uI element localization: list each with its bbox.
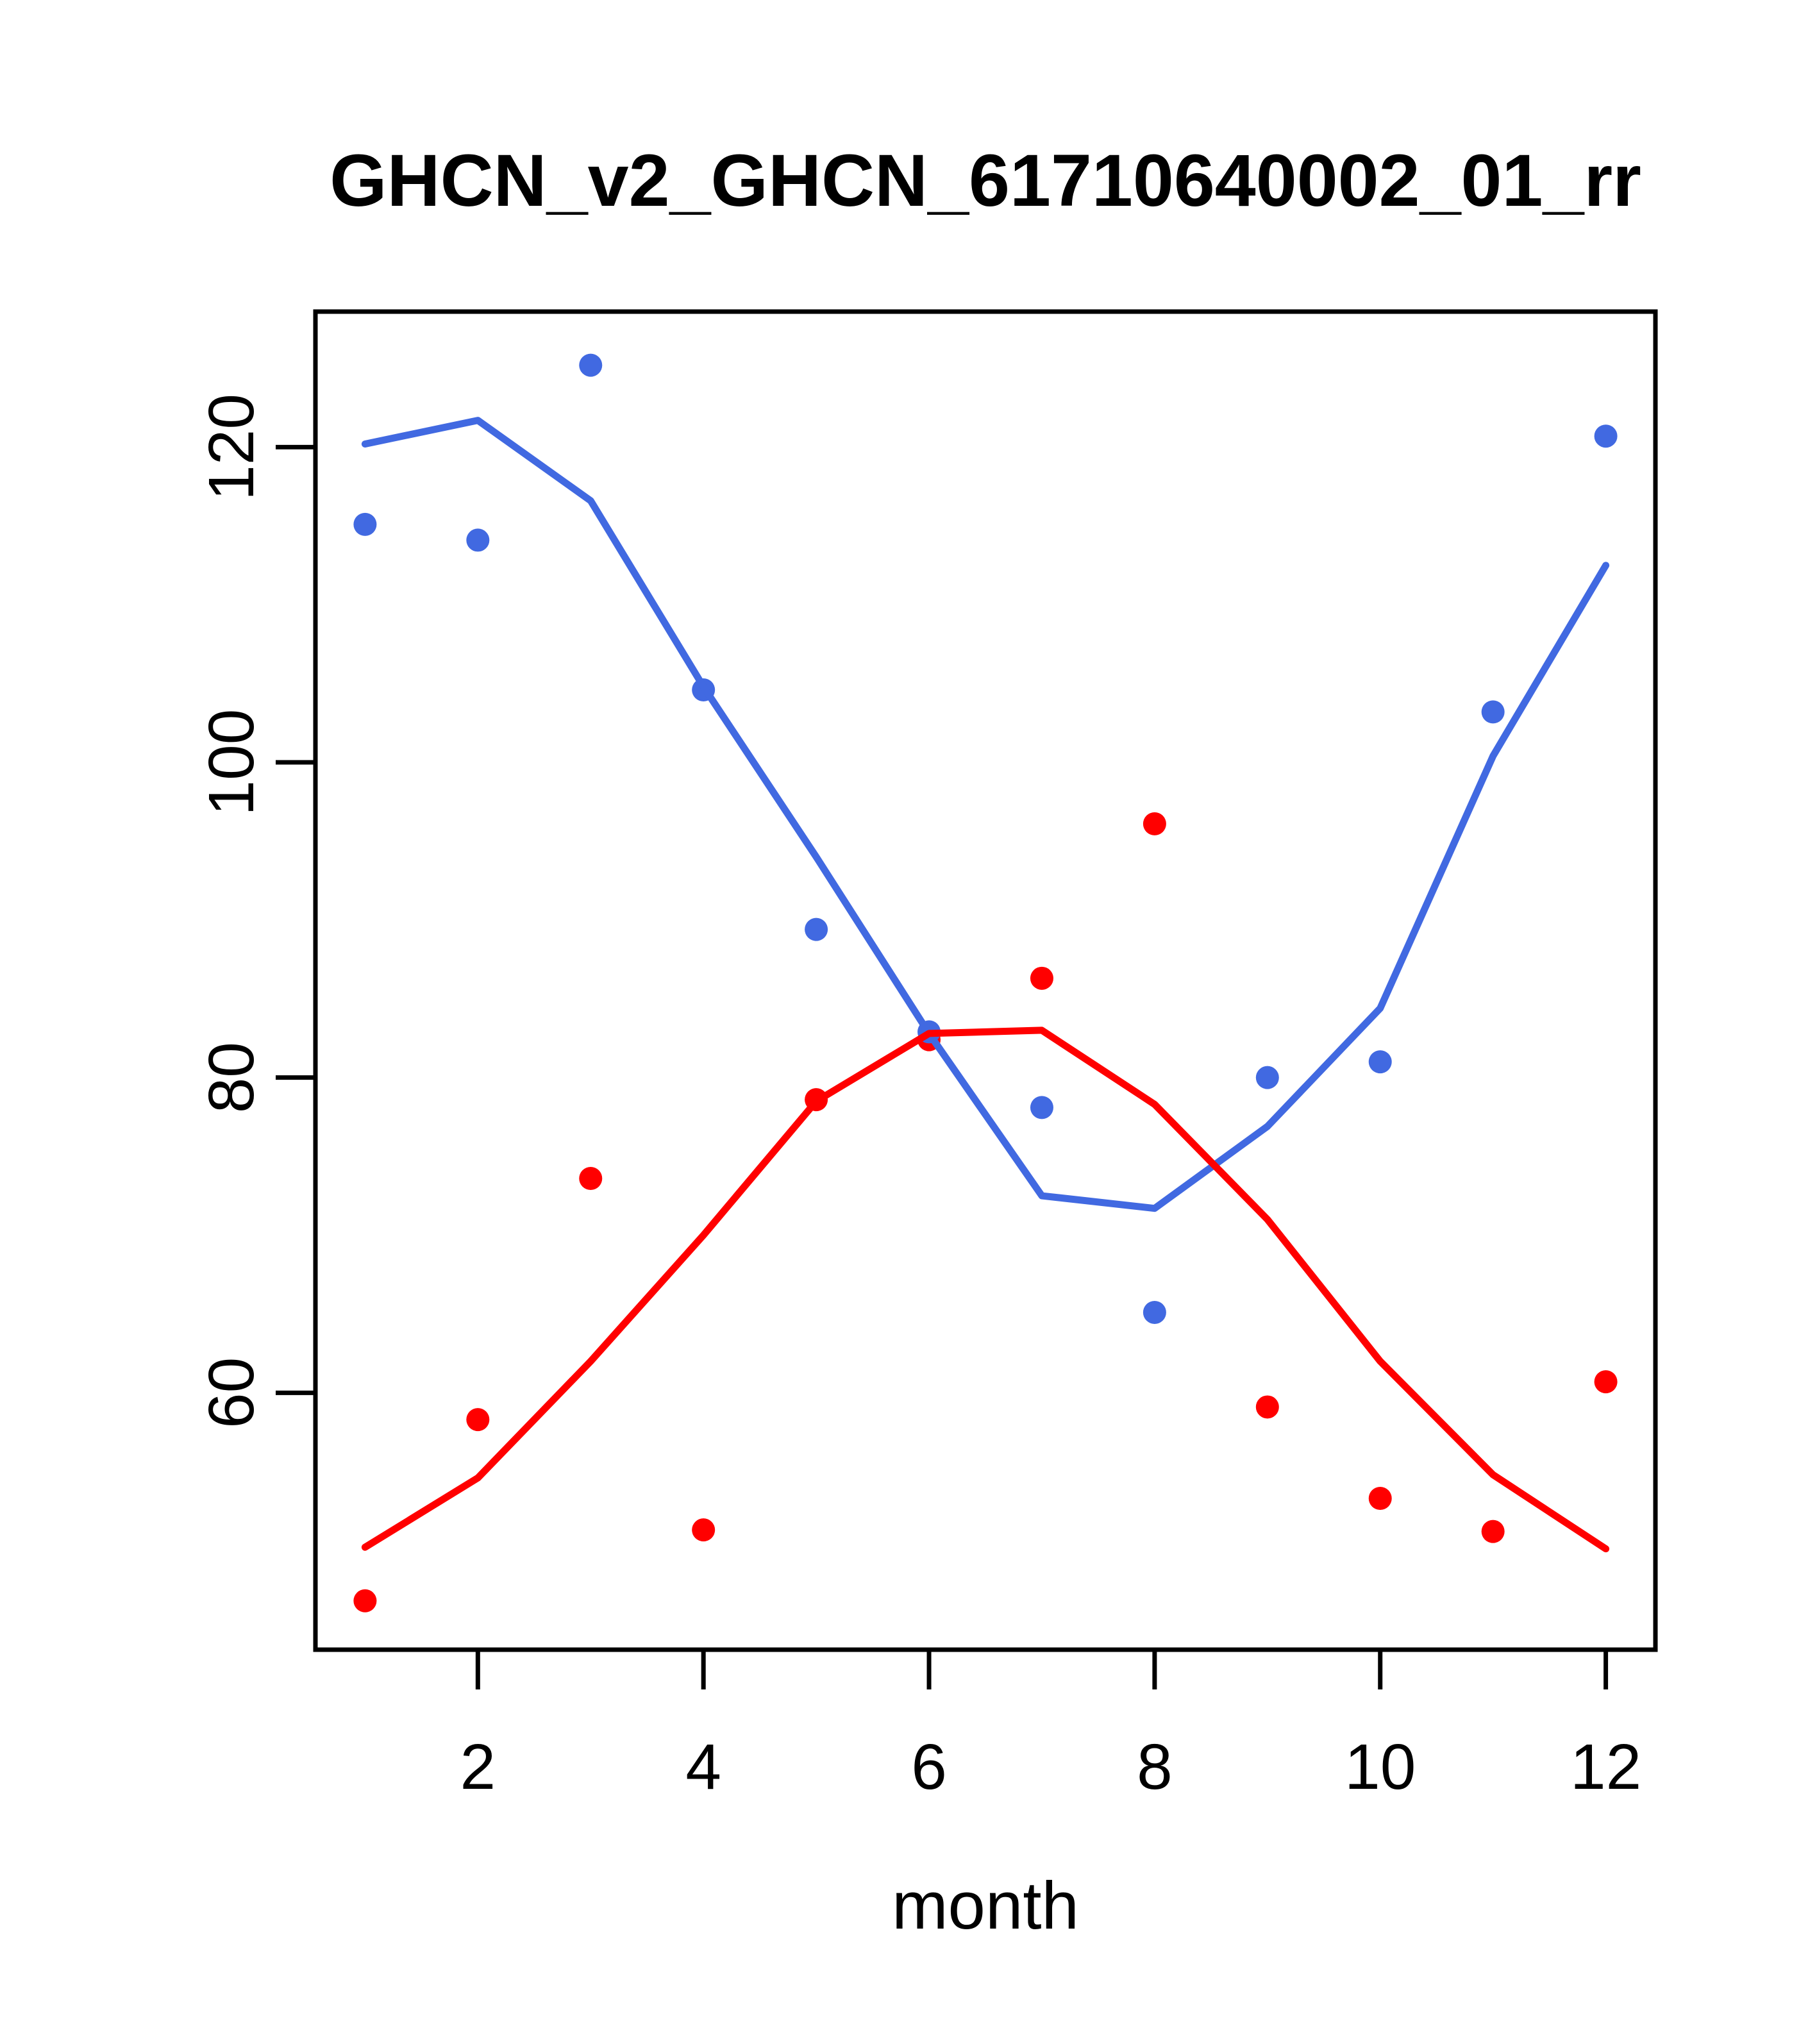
red-observations-marker: [353, 1589, 377, 1613]
blue-observations-marker: [353, 512, 377, 536]
x-tick-label: 12: [1570, 1731, 1641, 1803]
red-observations-marker: [692, 1518, 716, 1542]
blue-observations-marker: [805, 917, 828, 941]
x-tick-label: 10: [1344, 1731, 1416, 1803]
red-smooth-line: [361, 1026, 1610, 1553]
y-tick-label: 120: [196, 394, 267, 501]
plot-box: [313, 309, 1658, 1652]
blue-observations-marker: [1594, 424, 1618, 448]
x-axis-label: month: [892, 1868, 1079, 1943]
y-tick-label: 80: [196, 1042, 267, 1113]
red-observations-marker: [1143, 812, 1166, 835]
x-tick-label: 2: [460, 1731, 496, 1803]
chart-title: GHCN_v2_GHCN_61710640002_01_rr: [330, 140, 1641, 222]
blue-smooth-line: [361, 417, 1610, 1212]
x-tick-label: 4: [685, 1731, 721, 1803]
blue-observations-marker: [1255, 1066, 1279, 1089]
x-tick-label: 8: [1137, 1731, 1173, 1803]
y-tick-label: 60: [196, 1357, 267, 1428]
red-observations-marker: [1368, 1487, 1392, 1511]
blue-observations-marker: [1481, 700, 1505, 724]
blue-observations-marker: [1368, 1050, 1392, 1074]
red-observations-marker: [1481, 1520, 1505, 1543]
red-observations-marker: [1594, 1370, 1618, 1394]
red-observations-marker: [466, 1408, 490, 1432]
blue-observations-marker: [579, 353, 603, 377]
x-tick-label: 6: [911, 1731, 947, 1803]
blue-observations-marker: [1030, 1096, 1053, 1119]
y-tick-label: 100: [196, 709, 267, 816]
red-observations-marker: [1255, 1395, 1279, 1419]
blue-observations-marker: [466, 528, 490, 552]
red-observations-marker: [1030, 966, 1053, 990]
red-observations-marker: [579, 1167, 603, 1191]
blue-observations-marker: [1143, 1300, 1166, 1324]
